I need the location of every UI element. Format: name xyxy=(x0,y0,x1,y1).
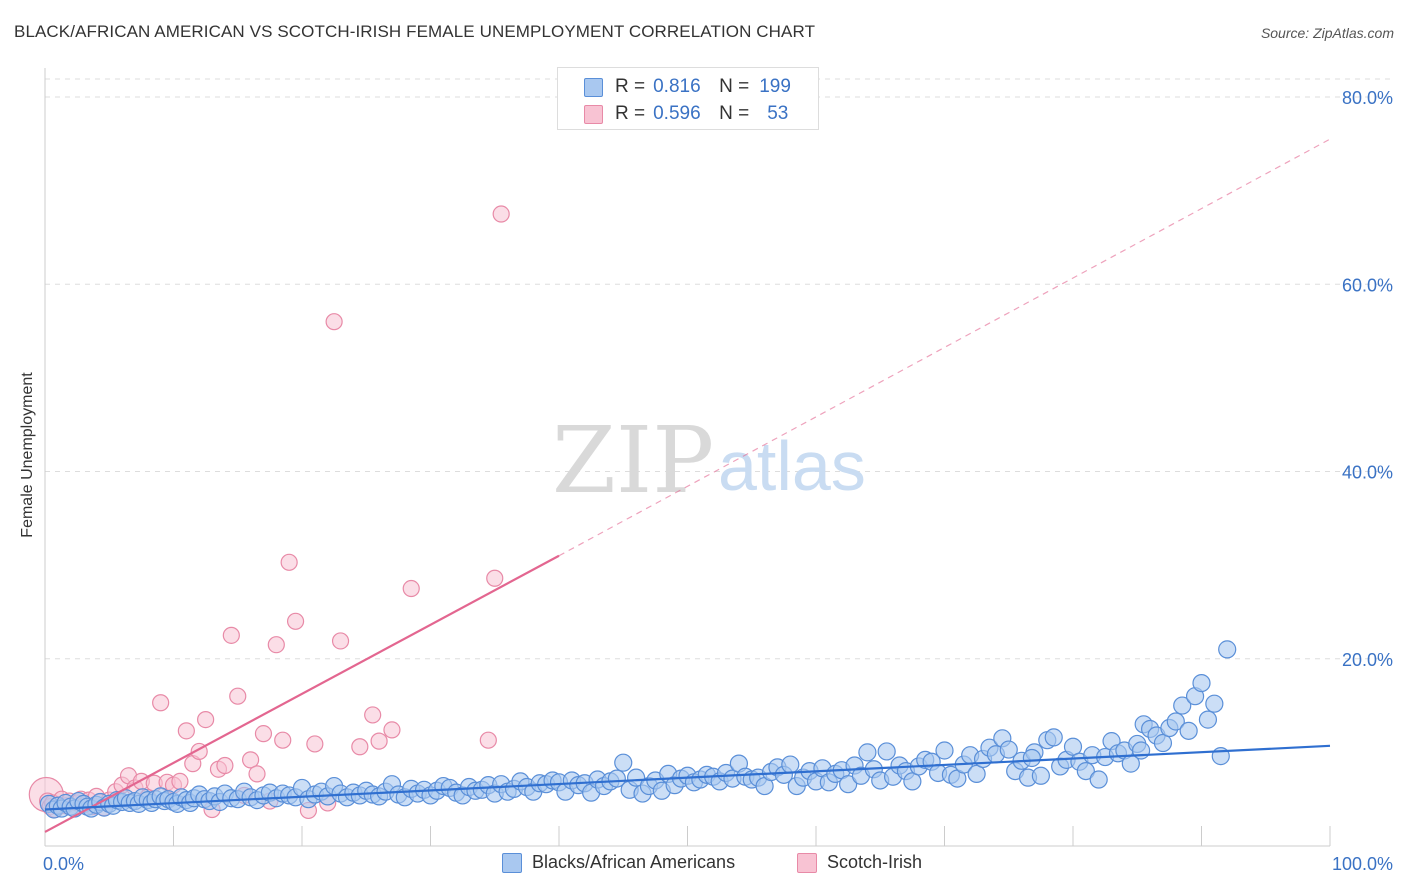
x-tick-label-max: 100.0% xyxy=(1332,854,1393,874)
legend-r-label: R = xyxy=(615,103,646,124)
data-point-scotch-irish xyxy=(242,751,260,769)
y-tick-label: 80.0% xyxy=(1342,88,1393,108)
bottom-legend-swatch-pink xyxy=(797,852,817,873)
data-point-scotch-irish xyxy=(280,553,298,571)
legend-n-label: N = xyxy=(719,76,750,97)
data-point-scotch-irish xyxy=(479,731,497,749)
data-point-black-african-american xyxy=(781,755,800,774)
data-point-black-african-american xyxy=(1166,712,1185,731)
points-black-african-american xyxy=(39,640,1237,819)
legend-n-value-blue: 199 xyxy=(759,76,791,97)
data-point-scotch-irish xyxy=(222,626,240,644)
legend-r-label: R = xyxy=(615,76,646,97)
data-point-black-african-american xyxy=(1022,748,1041,768)
legend-row-pink: R = 0.596 N = 53 xyxy=(584,103,788,125)
data-point-black-african-american xyxy=(1063,737,1083,756)
legend-swatch-pink xyxy=(584,104,603,124)
bottom-legend-pink: Scotch-Irish xyxy=(797,852,922,873)
data-point-black-african-american xyxy=(1179,721,1198,740)
data-point-black-african-american xyxy=(1089,770,1108,789)
data-point-scotch-irish xyxy=(486,569,504,587)
data-point-scotch-irish xyxy=(152,694,170,712)
gridlines xyxy=(45,78,1392,660)
trend-line-pink-dashed xyxy=(558,138,1331,557)
source-credit: Source: ZipAtlas.com xyxy=(1260,25,1394,41)
data-point-black-african-american xyxy=(935,741,954,760)
data-point-black-african-american xyxy=(1173,696,1192,715)
data-point-black-african-american xyxy=(1044,728,1063,747)
data-point-scotch-irish xyxy=(248,765,266,783)
trend-line-pink-solid xyxy=(44,554,560,833)
data-point-scotch-irish xyxy=(274,731,292,749)
data-point-scotch-irish xyxy=(229,687,247,705)
data-point-scotch-irish xyxy=(325,313,343,331)
bottom-legend-label-pink: Scotch-Irish xyxy=(827,852,923,872)
correlation-legend: R = 0.816 N = 199 R = 0.596 N = 53 xyxy=(557,67,819,130)
data-point-scotch-irish xyxy=(216,756,234,775)
legend-r-value-pink: 0.596 xyxy=(653,103,701,124)
data-point-scotch-irish xyxy=(267,636,285,654)
data-point-black-african-american xyxy=(877,742,896,761)
watermark-zip: ZIP xyxy=(552,407,714,514)
data-point-scotch-irish xyxy=(351,738,369,756)
data-point-black-african-american xyxy=(903,772,922,791)
data-point-black-african-american xyxy=(607,769,626,788)
data-point-scotch-irish xyxy=(331,632,350,650)
data-point-black-african-american xyxy=(1198,710,1218,729)
data-point-scotch-irish xyxy=(383,721,401,739)
bottom-legend-swatch-blue xyxy=(502,852,522,873)
data-point-black-african-american xyxy=(614,753,633,772)
legend-n-value-pink: 53 xyxy=(767,103,789,124)
data-point-black-african-american xyxy=(1031,766,1050,785)
legend-r-value-blue: 0.816 xyxy=(653,76,701,97)
data-point-scotch-irish xyxy=(254,725,273,743)
data-point-scotch-irish xyxy=(171,772,189,790)
data-point-scotch-irish xyxy=(370,732,388,750)
y-tick-label: 40.0% xyxy=(1342,463,1393,483)
data-point-scotch-irish xyxy=(492,205,510,223)
x-tick-label-min: 0.0% xyxy=(43,854,84,874)
watermark-atlas: atlas xyxy=(718,427,866,505)
points-scotch-irish xyxy=(28,205,510,820)
y-axis-label: Female Unemployment xyxy=(19,372,36,538)
data-point-black-african-american xyxy=(967,764,986,784)
trend-lines-pink xyxy=(558,138,1331,557)
legend-row-blue: R = 0.816 N = 199 xyxy=(584,76,791,98)
data-point-scotch-irish xyxy=(197,711,215,729)
data-point-scotch-irish xyxy=(286,612,305,630)
data-point-scotch-irish xyxy=(364,706,382,724)
trend-line-blue xyxy=(44,744,1331,811)
data-point-scotch-irish xyxy=(306,735,324,753)
y-tick-label: 60.0% xyxy=(1342,275,1393,295)
data-point-black-african-american xyxy=(858,743,877,762)
data-point-black-african-american xyxy=(1192,673,1211,693)
data-point-black-african-american xyxy=(999,740,1018,759)
data-point-black-african-american xyxy=(626,768,646,787)
chart-title: BLACK/AFRICAN AMERICAN VS SCOTCH-IRISH F… xyxy=(14,22,816,41)
trend-lines-blue xyxy=(44,554,1331,833)
data-point-black-african-american xyxy=(1076,761,1095,781)
data-point-black-african-american xyxy=(839,775,858,794)
data-point-black-african-american xyxy=(1218,640,1237,659)
y-tick-label: 20.0% xyxy=(1342,650,1393,670)
legend-swatch-blue xyxy=(584,77,603,97)
data-point-black-african-american xyxy=(1153,733,1173,753)
legend-n-label: N = xyxy=(719,103,750,124)
watermark: ZIP atlas xyxy=(552,407,866,514)
bottom-legend-blue: Blacks/African Americans xyxy=(502,852,735,873)
tick-labels: 20.0% 40.0% 60.0% 80.0% 0.0% 100.0% xyxy=(43,88,1393,874)
axes xyxy=(44,68,1331,847)
data-point-scotch-irish xyxy=(177,722,195,740)
data-point-scotch-irish xyxy=(402,579,420,598)
bottom-legend-label-blue: Blacks/African Americans xyxy=(532,852,736,872)
data-point-black-african-american xyxy=(1205,694,1224,713)
